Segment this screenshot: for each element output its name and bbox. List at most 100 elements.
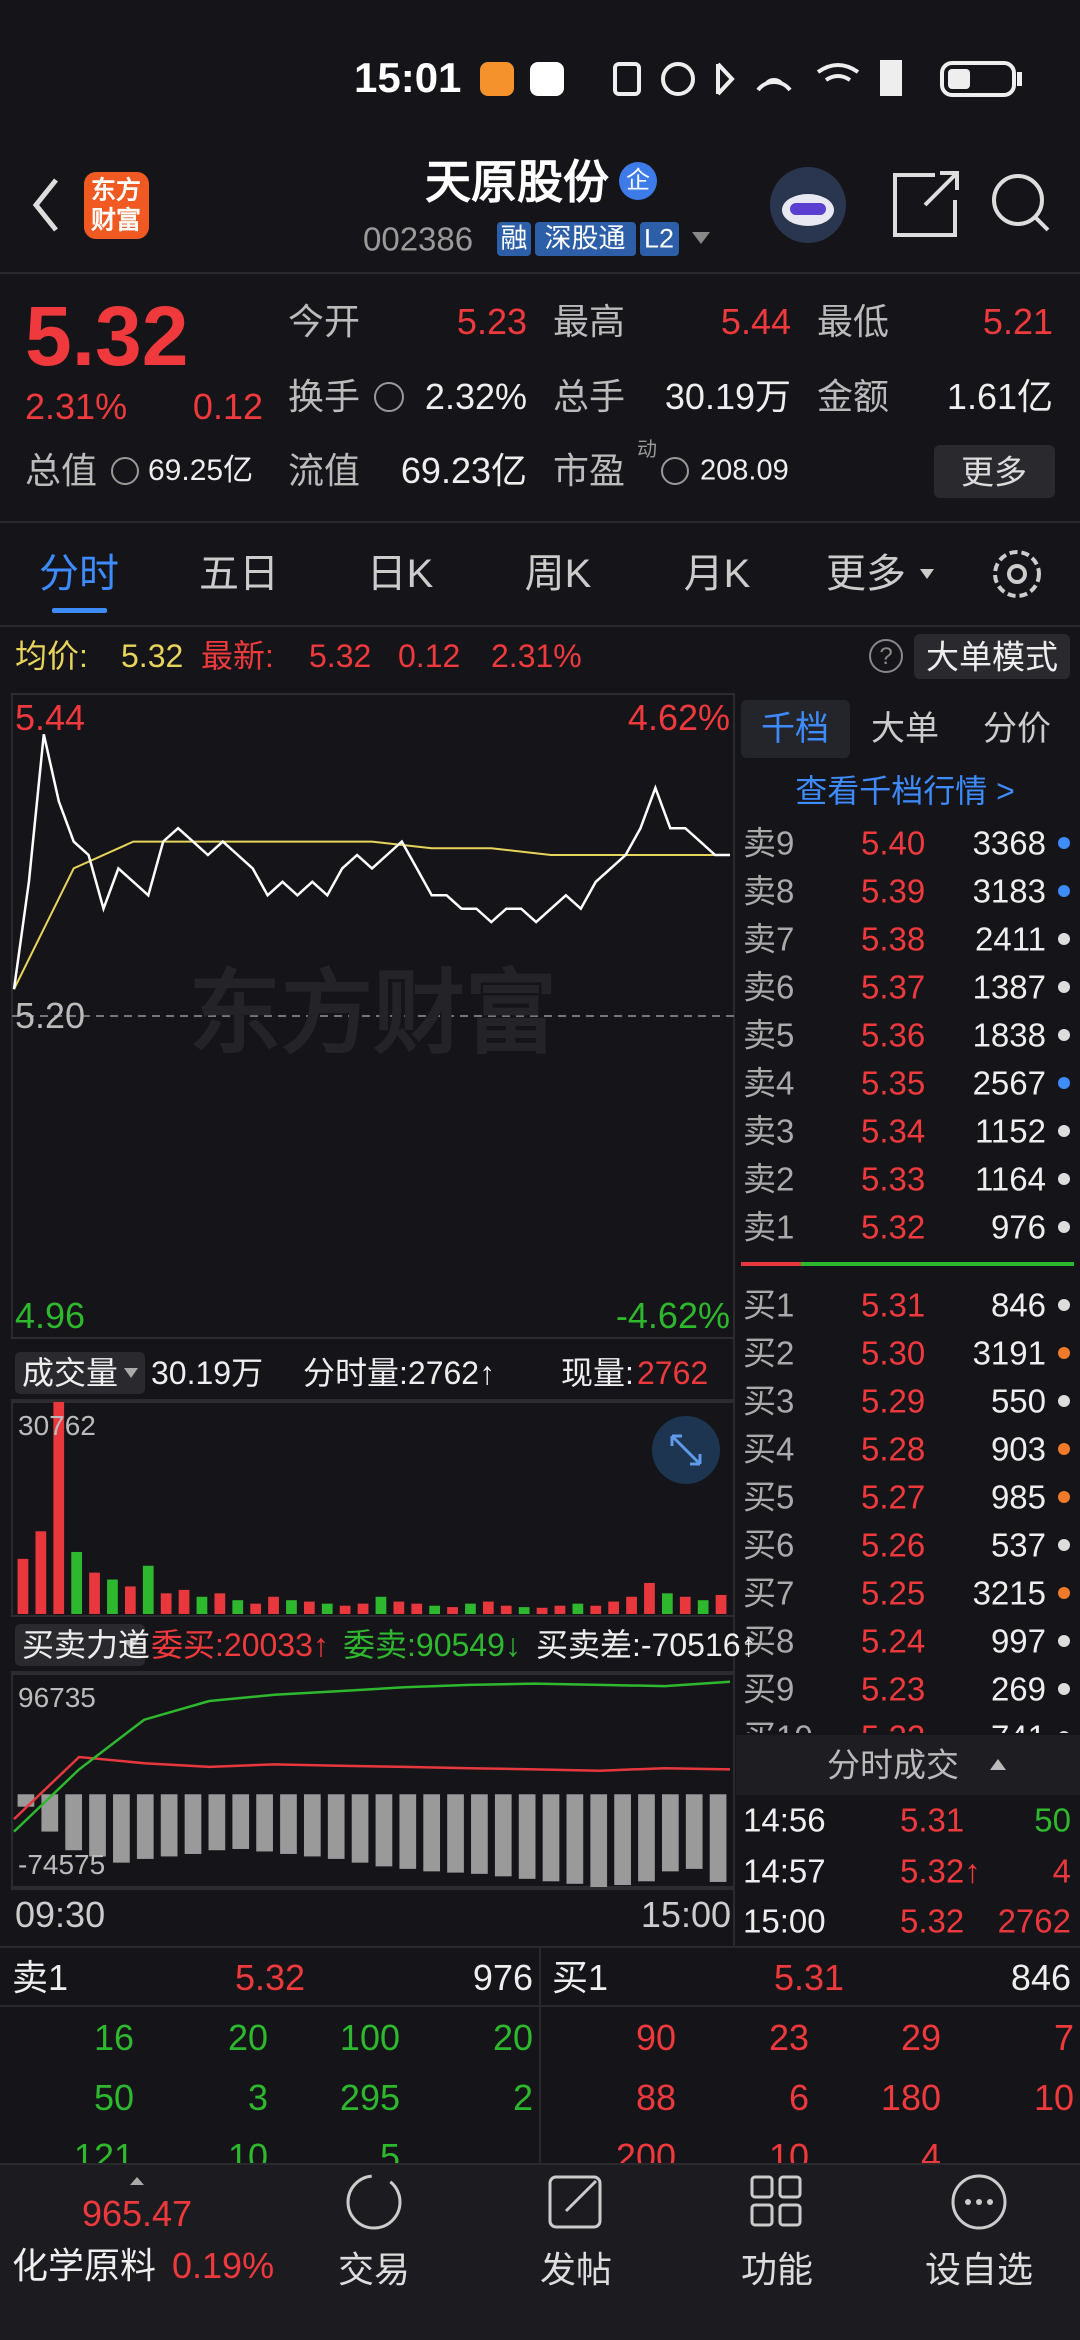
tag-bg — [497, 222, 531, 256]
level-price: 5.28 — [861, 1430, 926, 1468]
search-icon[interactable] — [992, 174, 1050, 232]
panel-tab[interactable]: 分价 — [983, 710, 1051, 748]
diff-bar — [614, 1794, 631, 1886]
volume-bar — [35, 1531, 47, 1614]
diff-bar — [590, 1794, 608, 1887]
trade-volume: 2762 — [997, 1902, 1071, 1940]
level-price: 5.30 — [861, 1334, 926, 1372]
queue-price: 5.31 — [773, 1957, 845, 1998]
depth-link[interactable]: 查看千档行情 > — [795, 773, 1015, 809]
expand-icon[interactable] — [652, 1416, 720, 1484]
info-icons — [111, 382, 689, 485]
volume-bar — [89, 1572, 100, 1614]
level-qty: 2567 — [972, 1064, 1046, 1102]
tab-selected-bg — [741, 700, 850, 758]
help-icon[interactable] — [869, 639, 903, 673]
watermark: 东方财富 — [188, 963, 558, 1065]
queue-order: 180 — [880, 2076, 941, 2118]
level-dot — [1058, 885, 1070, 897]
volume-bar — [411, 1603, 423, 1614]
stat-label: 换手 — [288, 376, 361, 417]
level-price: 5.34 — [861, 1112, 926, 1150]
level-label: 买8 — [743, 1622, 795, 1660]
stat-value: 5.44 — [720, 301, 791, 342]
diff-bar — [661, 1794, 679, 1872]
mode-button[interactable]: 大单模式 — [926, 638, 1058, 676]
volume-frame — [11, 1399, 735, 1617]
y-tick-label: 30762 — [18, 1410, 96, 1441]
sell-order: 委卖:90549↓ — [343, 1627, 521, 1663]
tab[interactable]: 分时 — [39, 552, 119, 596]
selector[interactable]: 买卖力道 — [22, 1627, 151, 1663]
mode-button-bg[interactable] — [914, 634, 1070, 679]
volume-bar — [17, 1558, 29, 1614]
badge: 企 — [626, 167, 650, 194]
collapse-icon[interactable] — [990, 1759, 1006, 1770]
level-price: 5.31 — [861, 1286, 926, 1324]
diff-bar — [280, 1794, 297, 1854]
more-button-bg[interactable] — [934, 445, 1055, 498]
level-dot — [1058, 1443, 1070, 1455]
nav-item[interactable]: 功能 — [740, 2249, 814, 2290]
level-label: 卖9 — [743, 824, 795, 862]
tab[interactable]: 月K — [683, 552, 751, 596]
tab[interactable]: 周K — [524, 552, 592, 596]
selector-bg[interactable] — [15, 1352, 145, 1394]
tag: L2 — [643, 223, 675, 254]
level-dot — [1058, 1221, 1070, 1233]
queue-order: 20 — [227, 2017, 268, 2058]
queue-order: 100 — [339, 2017, 400, 2058]
stat-label: 金额 — [817, 376, 890, 417]
level-qty: 985 — [990, 1478, 1046, 1516]
volume-bar — [661, 1593, 673, 1614]
volume-bar — [178, 1589, 190, 1614]
volume-bar — [375, 1596, 387, 1614]
stat-label: 总手 — [553, 376, 626, 417]
diff-bar — [256, 1794, 273, 1852]
level-price: 5.22 — [861, 1721, 925, 1734]
back-icon[interactable] — [32, 178, 58, 232]
sell-line — [13, 1680, 731, 1833]
tab[interactable]: 更多 — [826, 552, 906, 596]
level-price: 5.37 — [861, 968, 926, 1006]
level-label: 卖1 — [743, 1208, 795, 1246]
assistant-avatar[interactable] — [770, 167, 846, 243]
level-dot — [1058, 1173, 1070, 1185]
avg-line — [13, 840, 730, 990]
nav-item[interactable]: 交易 — [337, 2249, 411, 2290]
current-value: 2762 — [637, 1355, 709, 1391]
latest-change: 0.12 — [398, 638, 461, 674]
volume-bar — [518, 1607, 530, 1614]
queue-label: 卖1 — [12, 1957, 69, 1998]
queue-price: 5.32 — [234, 1957, 306, 1998]
level-label: 买9 — [743, 1670, 795, 1708]
index-name: 化学原料 — [12, 2245, 157, 2286]
level-qty: 2411 — [975, 920, 1046, 958]
nav-icons — [130, 2174, 1007, 2230]
nav-item[interactable]: 设自选 — [924, 2249, 1034, 2290]
share-icon[interactable] — [893, 171, 959, 237]
queue-order: 16 — [93, 2017, 134, 2058]
level-price: 5.39 — [861, 872, 926, 910]
avg-label: 均价: — [15, 638, 88, 674]
tab[interactable]: 日K — [366, 552, 434, 596]
panel-tab[interactable]: 大单 — [871, 710, 939, 748]
order-book: 卖9 5.40 3368 卖8 5.39 3183 卖7 5.38 2411 卖6 5.37 1387… — [736, 815, 1080, 1733]
settings-icon[interactable] — [993, 550, 1041, 598]
level-label: 卖7 — [743, 920, 795, 958]
level-qty: 741 — [991, 1721, 1046, 1734]
queue-order: 50 — [93, 2076, 134, 2118]
dropdown-icon — [124, 1640, 138, 1650]
stat-value: 69.23亿 — [400, 450, 527, 491]
panel-tab[interactable]: 千档 — [761, 710, 829, 748]
stat-value: 30.19万 — [664, 376, 791, 417]
selector[interactable]: 成交量 — [22, 1355, 119, 1391]
nav-item[interactable]: 发帖 — [539, 2249, 613, 2290]
level-qty: 3191 — [972, 1334, 1046, 1372]
selector-bg[interactable] — [15, 1624, 145, 1666]
tab[interactable]: 五日 — [199, 552, 279, 596]
more-button[interactable]: 更多 — [961, 453, 1027, 491]
level-price: 5.23 — [861, 1670, 926, 1708]
help[interactable]: ? — [879, 643, 893, 670]
diff-bar — [160, 1794, 178, 1857]
